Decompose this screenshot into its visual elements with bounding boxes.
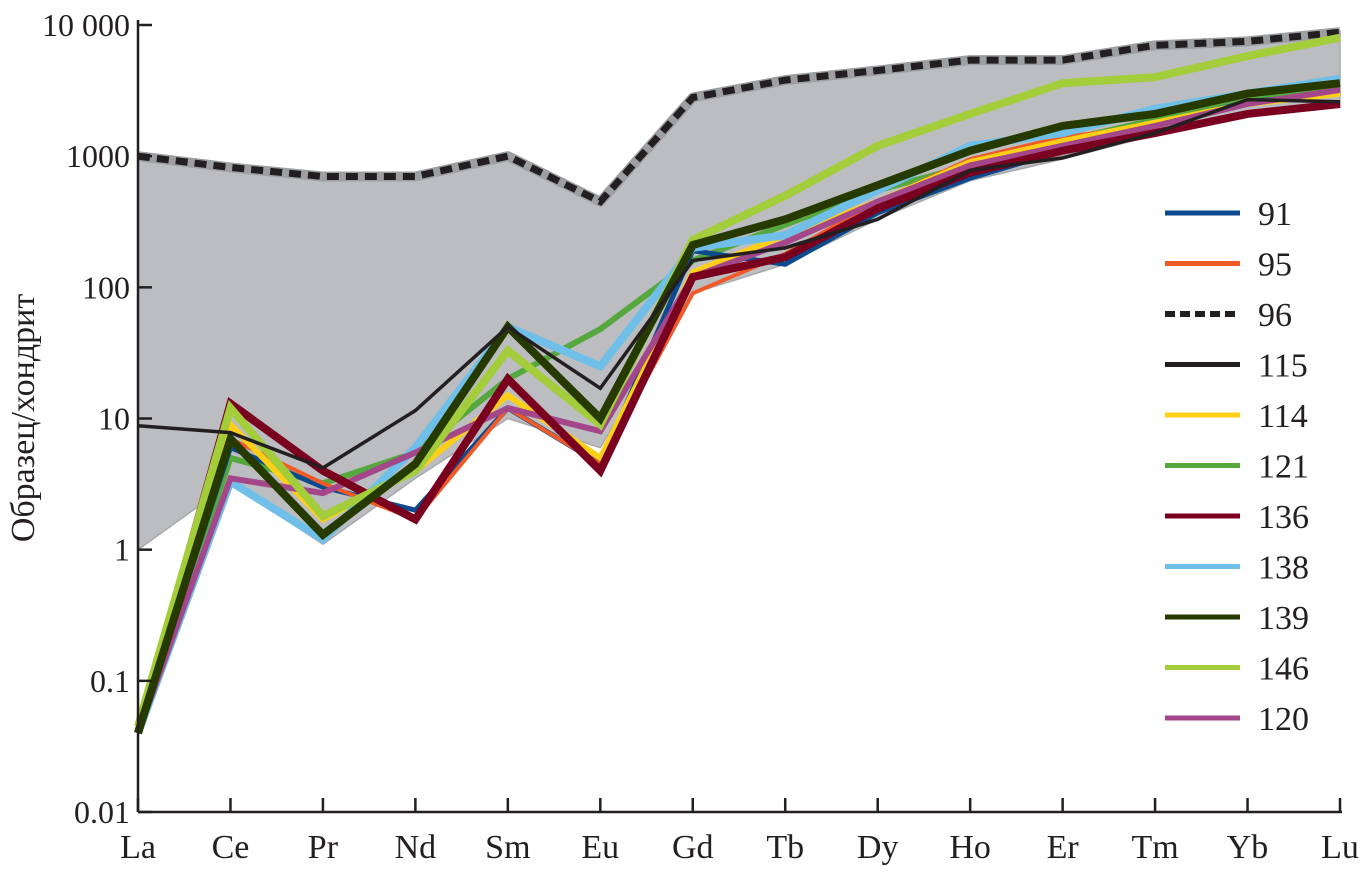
series-line-120 — [135, 86, 1341, 735]
legend-label-114: 114 — [1258, 398, 1308, 435]
legend-label-139: 139 — [1258, 600, 1309, 637]
series-line-139 — [134, 79, 1341, 735]
x-tick-label: La — [120, 829, 156, 866]
x-tick-label: Er — [1047, 829, 1080, 866]
x-tick-label: Tm — [1131, 829, 1178, 866]
legend-label-136: 136 — [1258, 499, 1309, 536]
legend-label-91: 91 — [1258, 196, 1292, 233]
y-tick-label: 10 — [98, 401, 130, 437]
series-line-96 — [137, 28, 1341, 206]
legend-label-146: 146 — [1258, 651, 1309, 688]
legend-label-121: 121 — [1258, 449, 1309, 486]
y-tick-label: 10 000 — [42, 7, 130, 43]
x-tick-label: Dy — [857, 829, 899, 866]
legend-label-95: 95 — [1258, 247, 1292, 284]
x-tick-label: Ho — [949, 829, 991, 866]
legend-label-115: 115 — [1258, 348, 1308, 385]
x-tick-label: Sm — [485, 829, 530, 866]
y-tick-label: 0.1 — [90, 663, 130, 699]
legend-label-138: 138 — [1258, 550, 1309, 587]
x-tick-label: Yb — [1227, 829, 1269, 866]
x-tick-label: Gd — [672, 829, 714, 866]
x-tick-label: Eu — [581, 829, 619, 866]
y-tick-label: 1 — [114, 532, 130, 568]
legend-label-120: 120 — [1258, 701, 1309, 738]
y-tick-label: 0.01 — [74, 794, 130, 830]
x-tick-label: Nd — [395, 829, 437, 866]
x-tick-label: Pr — [308, 829, 339, 866]
series-line-115 — [137, 97, 1341, 470]
x-tick-label: Ce — [212, 829, 250, 866]
y-tick-label: 1000 — [66, 138, 130, 174]
x-tick-label: Lu — [1321, 829, 1359, 866]
y-tick-label: 100 — [82, 269, 130, 305]
x-tick-label: Tb — [766, 829, 804, 866]
y-axis-label: Образец/хондрит — [5, 294, 42, 543]
series-line-146 — [134, 33, 1341, 728]
legend-label-96: 96 — [1258, 297, 1292, 334]
